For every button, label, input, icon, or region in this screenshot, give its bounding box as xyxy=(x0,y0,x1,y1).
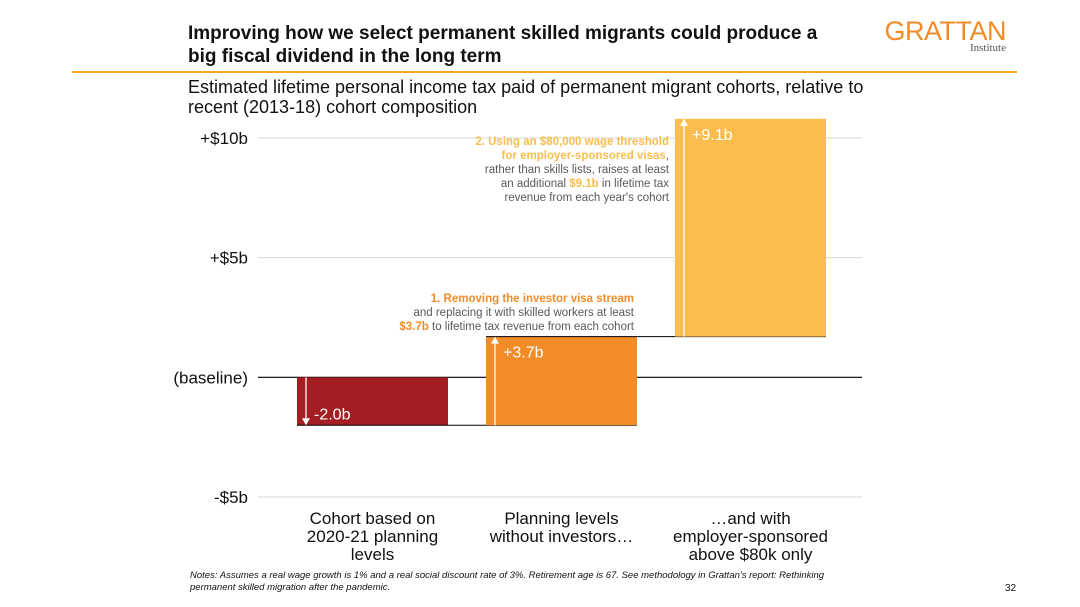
annotation-line: $3.7b to lifetime tax revenue from each … xyxy=(399,321,634,333)
y-tick-label: +$5b xyxy=(210,249,248,268)
chart-subtitle: Estimated lifetime personal income tax p… xyxy=(188,77,864,117)
y-tick-label: (baseline) xyxy=(173,368,248,387)
y-tick-label: +$10b xyxy=(200,129,248,148)
x-category-label: levels xyxy=(351,545,394,564)
annotation-line: for employer-sponsored visas, xyxy=(502,150,669,162)
bar xyxy=(486,336,637,426)
value-arrow-head xyxy=(491,336,499,344)
annotation-line: 2. Using an $80,000 wage threshold xyxy=(475,136,669,148)
value-arrow-head xyxy=(302,418,310,426)
annotation-line: an additional $9.1b in lifetime tax xyxy=(501,178,669,190)
annotation-line: 1. Removing the investor visa stream xyxy=(431,293,634,305)
y-tick-label: -$5b xyxy=(214,488,248,507)
bar xyxy=(675,118,826,337)
x-category-label: above $80k only xyxy=(689,545,813,564)
x-category-label: without investors… xyxy=(489,527,634,546)
x-category-label: Cohort based on xyxy=(310,509,436,528)
bar xyxy=(297,377,448,426)
value-arrow-head xyxy=(680,118,688,126)
logo-wordmark: GRATTAN xyxy=(884,16,1007,46)
x-category-label: Planning levels xyxy=(504,509,618,528)
x-category-label: 2020-21 planning xyxy=(307,527,438,546)
bar-value-label: +3.7b xyxy=(503,345,544,362)
title-divider xyxy=(72,71,1017,73)
x-category-label: …and with xyxy=(710,509,790,528)
annotation-line: revenue from each year's cohort xyxy=(504,192,669,204)
slide-title: Improving how we select permanent skille… xyxy=(188,23,818,67)
bar-value-label: +9.1b xyxy=(692,127,733,144)
x-category-label: employer-sponsored xyxy=(673,527,828,546)
logo-subtitle: Institute xyxy=(969,42,1006,54)
grattan-logo: GRATTAN Institute xyxy=(878,16,1007,54)
chart-notes: Notes: Assumes a real wage growth is 1% … xyxy=(190,570,825,593)
annotation-line: rather than skills lists, raises at leas… xyxy=(485,164,670,176)
annotation-line: and replacing it with skilled workers at… xyxy=(413,307,634,319)
page-number: 32 xyxy=(1005,583,1017,594)
bar-value-label: -2.0b xyxy=(314,406,351,423)
